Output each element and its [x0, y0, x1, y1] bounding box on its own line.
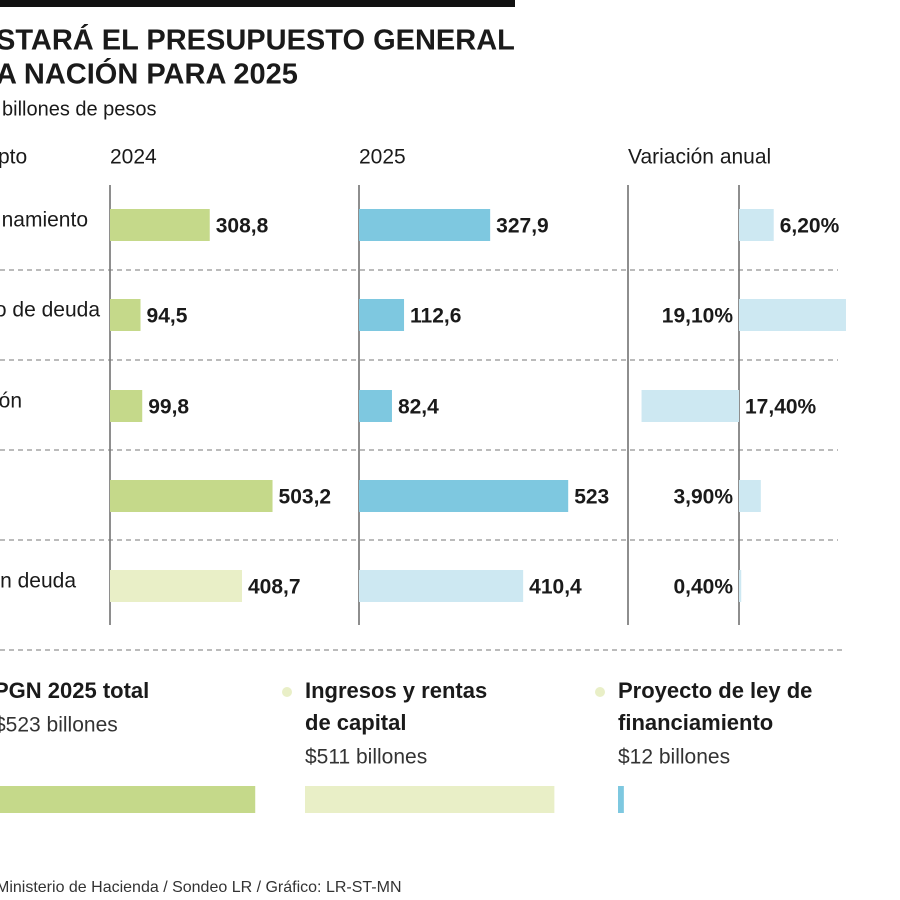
title-line: STARÁ EL PRESUPUESTO GENERAL — [0, 23, 515, 57]
bar — [359, 209, 491, 241]
column-header: pto — [0, 146, 27, 169]
value-label: 3,90% — [673, 486, 733, 509]
row-label: in deuda — [0, 570, 76, 593]
column-header: 2024 — [110, 146, 157, 169]
bar — [359, 570, 524, 602]
summary-title: Ingresos y rentas — [305, 678, 487, 703]
value-label: 99,8 — [148, 396, 189, 419]
bullet — [595, 687, 605, 697]
value-label: 408,7 — [248, 576, 301, 599]
summary-amount: $523 billones — [0, 714, 118, 737]
summary-bar — [305, 786, 555, 813]
bar — [359, 390, 392, 422]
title-line: A NACIÓN PARA 2025 — [0, 57, 298, 91]
summary-title: PGN 2025 total — [0, 678, 149, 703]
value-label: 112,6 — [410, 305, 461, 328]
bar — [359, 480, 569, 512]
summary-amount: $511 billones — [305, 746, 427, 769]
value-label: 308,8 — [216, 215, 269, 238]
value-label: 82,4 — [398, 396, 439, 419]
bar — [110, 480, 273, 512]
bar — [110, 570, 243, 602]
row-label: ón — [0, 390, 22, 413]
bar — [739, 299, 846, 331]
bar — [359, 299, 405, 331]
top-rule — [0, 0, 515, 7]
bar — [110, 390, 143, 422]
row-label: o de deuda — [0, 299, 100, 322]
summary-amount: $12 billones — [618, 746, 730, 769]
row-label: namiento — [2, 209, 88, 232]
bullet — [282, 687, 292, 697]
value-label: 17,40% — [745, 396, 817, 419]
bar — [739, 570, 742, 602]
subtitle: billones de pesos — [2, 98, 157, 120]
source: Ministerio de Hacienda / Sondeo LR / Grá… — [0, 879, 402, 896]
bar — [641, 390, 739, 422]
value-label: 410,4 — [529, 576, 582, 599]
summary-title: Proyecto de ley de — [618, 678, 812, 703]
value-label: 0,40% — [673, 576, 733, 599]
summary-bar — [618, 786, 624, 813]
bar — [739, 480, 761, 512]
value-label: 503,2 — [279, 486, 332, 509]
column-header: Variación anual — [628, 146, 771, 169]
bar — [110, 299, 141, 331]
value-label: 523 — [574, 486, 609, 509]
value-label: 94,5 — [147, 305, 188, 328]
bar — [739, 209, 774, 241]
summary-bar — [0, 786, 256, 813]
value-label: 19,10% — [662, 305, 734, 328]
summary-title: financiamiento — [618, 710, 773, 735]
column-header: 2025 — [359, 146, 406, 169]
value-label: 327,9 — [496, 215, 549, 238]
bar — [110, 209, 210, 241]
value-label: 6,20% — [780, 215, 840, 238]
summary-title: de capital — [305, 710, 406, 735]
